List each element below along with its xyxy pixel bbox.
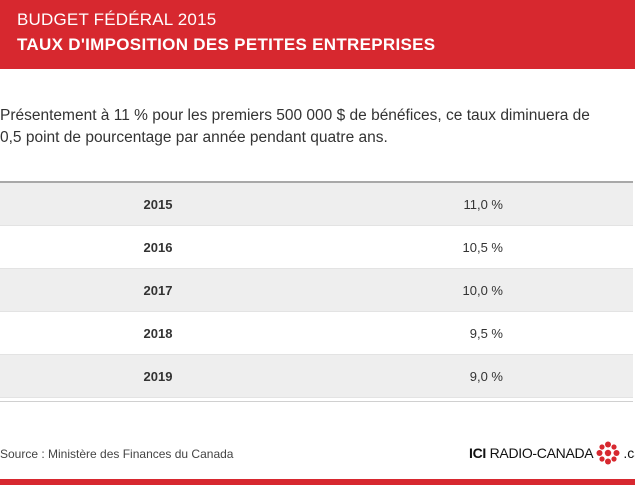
logo-tld: .ca (623, 445, 635, 461)
table-row: 2017 10,0 % (0, 269, 633, 312)
rate-cell: 10,5 % (462, 240, 503, 255)
intro-line-2: 0,5 point de pourcentage par année penda… (0, 129, 388, 146)
table-row: 2015 11,0 % (0, 183, 633, 226)
table-row: 2016 10,5 % (0, 226, 633, 269)
source-note: Source : Ministère des Finances du Canad… (0, 447, 234, 461)
year-cell: 2016 (143, 240, 173, 255)
year-cell: 2017 (143, 283, 173, 298)
header-kicker: BUDGET FÉDÉRAL 2015 (17, 10, 217, 29)
table-row: 2019 9,0 % (0, 355, 633, 398)
bottom-accent-bar (0, 479, 635, 485)
year-cell: 2015 (143, 197, 173, 212)
rate-cell: 11,0 % (463, 197, 503, 212)
header-title: TAUX D'IMPOSITION DES PETITES ENTREPRISE… (17, 35, 436, 54)
footer-divider (0, 401, 633, 402)
logo-wordmark: ICI RADIO-CANADA (469, 445, 594, 461)
logo-name: RADIO-CANADA (489, 445, 594, 461)
rate-cell: 9,0 % (469, 369, 503, 384)
tax-rate-table: 2015 11,0 % 2016 10,5 % 2017 10,0 % 2018… (0, 181, 633, 398)
logo-ici: ICI (469, 445, 486, 461)
rate-cell: 9,5 % (469, 326, 503, 341)
rate-cell: 10,0 % (462, 283, 503, 298)
intro-line-1: Présentement à 11 % pour les premiers 50… (0, 107, 590, 124)
table-row: 2018 9,5 % (0, 312, 633, 355)
radio-canada-logo[interactable]: ICI RADIO-CANADA .ca (469, 440, 635, 466)
cbc-gem-icon (596, 441, 620, 465)
year-cell: 2019 (143, 369, 173, 384)
intro-paragraph: Présentement à 11 % pour les premiers 50… (0, 105, 635, 149)
header-banner: BUDGET FÉDÉRAL 2015 TAUX D'IMPOSITION DE… (0, 0, 635, 69)
year-cell: 2018 (143, 326, 173, 341)
